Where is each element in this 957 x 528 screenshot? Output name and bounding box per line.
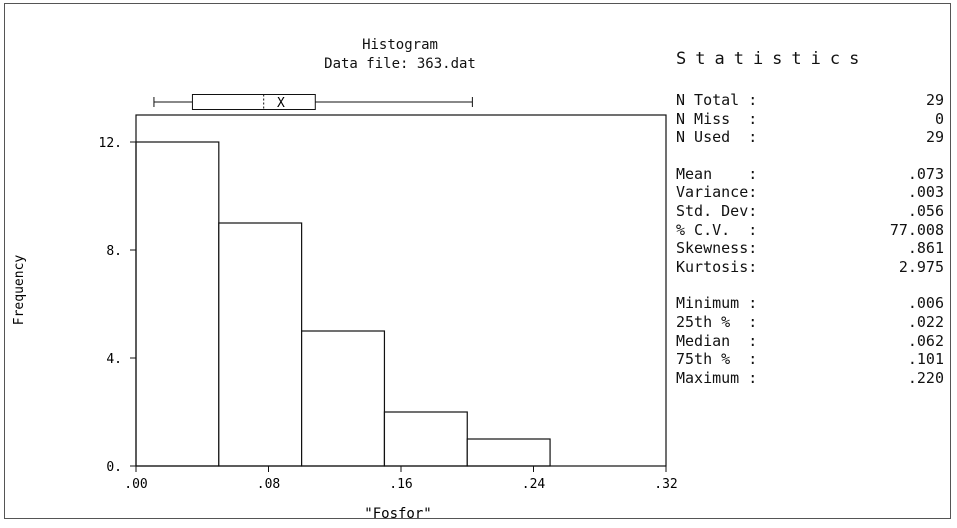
statistic-label: N Miss : xyxy=(676,109,758,128)
chart-title: Histogram xyxy=(362,37,438,53)
statistic-row: Variance: .003 xyxy=(676,183,944,202)
x-tick-label-1: .08 xyxy=(257,477,280,492)
y-axis-label: Frequency xyxy=(12,255,27,326)
statistic-label: 75th % : xyxy=(676,350,758,369)
histogram-bar-3 xyxy=(301,330,386,467)
statistics-gap xyxy=(676,147,944,165)
statistics-panel: N Total : 29 N Miss : 0 N Used : 29 Mean : .073… xyxy=(676,91,944,387)
statistic-row: N Total : 29 xyxy=(676,91,944,110)
statistic-value: 2.975 xyxy=(898,257,944,276)
statistic-row: N Miss : 0 xyxy=(676,110,944,129)
statistic-label: Median : xyxy=(676,331,758,350)
x-tick-label-0: .00 xyxy=(124,477,147,492)
boxplot-box xyxy=(191,94,316,110)
statistic-row: N Used : 29 xyxy=(676,128,944,147)
statistic-value: 0 xyxy=(934,109,944,128)
statistic-label: N Total : xyxy=(676,91,758,109)
statistic-label: Kurtosis: xyxy=(676,257,758,276)
statistic-label: 25th % : xyxy=(676,312,758,331)
window-frame xyxy=(4,3,951,519)
statistic-row: Minimum : .006 xyxy=(676,294,944,313)
statistic-row: Std. Dev: .056 xyxy=(676,202,944,221)
statistic-label: % C.V. : xyxy=(676,220,758,239)
statistic-label: Mean : xyxy=(676,164,758,183)
statistic-value: .101 xyxy=(907,350,944,369)
statistic-row: 25th % : .022 xyxy=(676,313,944,332)
statistic-label: N Used : xyxy=(676,128,758,147)
y-tick-label-2: 8. xyxy=(106,244,122,259)
statistic-value: 77.008 xyxy=(889,220,944,239)
statistic-value: .022 xyxy=(907,312,944,331)
histogram-bars xyxy=(135,141,551,467)
histogram-bar-1 xyxy=(135,141,220,467)
statistic-label: Maximum : xyxy=(676,368,758,387)
histogram-bar-5 xyxy=(466,438,551,467)
statistic-row: Skewness: .861 xyxy=(676,239,944,258)
statistic-label: Variance: xyxy=(676,183,758,202)
y-tick-label-0: 0. xyxy=(106,460,122,475)
statistic-row: % C.V. : 77.008 xyxy=(676,221,944,240)
y-tick-label-1: 4. xyxy=(106,352,122,367)
statistic-value: .073 xyxy=(907,164,944,183)
statistic-value: .220 xyxy=(907,368,944,387)
statistic-row: Maximum : .220 xyxy=(676,369,944,388)
boxplot: X xyxy=(153,94,473,111)
statistic-value: 29 xyxy=(925,91,944,109)
statistics-heading: Statistics xyxy=(676,49,869,69)
chart-subtitle: Data file: 363.dat xyxy=(324,56,476,72)
tick-labels: 0. 4. 8. 12. .00 .08 .16 .24 .32 xyxy=(99,136,678,492)
statistic-label: Std. Dev: xyxy=(676,201,758,220)
statistic-value: .861 xyxy=(907,239,944,258)
histogram-bar-4 xyxy=(383,411,468,467)
statistic-value: .003 xyxy=(907,183,944,202)
x-tick-label-4: .32 xyxy=(654,477,677,492)
boxplot-mean-marker: X xyxy=(277,96,285,111)
x-tick-label-2: .16 xyxy=(389,477,412,492)
statistic-value: .006 xyxy=(907,294,944,313)
statistic-label: Minimum : xyxy=(676,294,758,313)
statistic-value: 29 xyxy=(925,128,944,147)
histogram-bar-2 xyxy=(218,222,303,467)
y-tick-label-3: 12. xyxy=(99,136,122,151)
statistic-row: Median : .062 xyxy=(676,332,944,351)
statistic-row: Kurtosis: 2.975 xyxy=(676,258,944,277)
histogram-chart: X 0. 4. 8. 12. .00 .08 .16 .24 .32 "Fosfor" Freq… xyxy=(12,94,678,522)
statistic-value: .062 xyxy=(907,331,944,350)
statistic-value: .056 xyxy=(907,201,944,220)
x-axis-label: "Fosfor" xyxy=(364,506,431,522)
statistic-row: Mean : .073 xyxy=(676,165,944,184)
x-tick-label-3: .24 xyxy=(522,477,546,492)
statistic-row: 75th % : .101 xyxy=(676,350,944,369)
statistic-label: Skewness: xyxy=(676,239,758,258)
statistics-gap xyxy=(676,276,944,294)
